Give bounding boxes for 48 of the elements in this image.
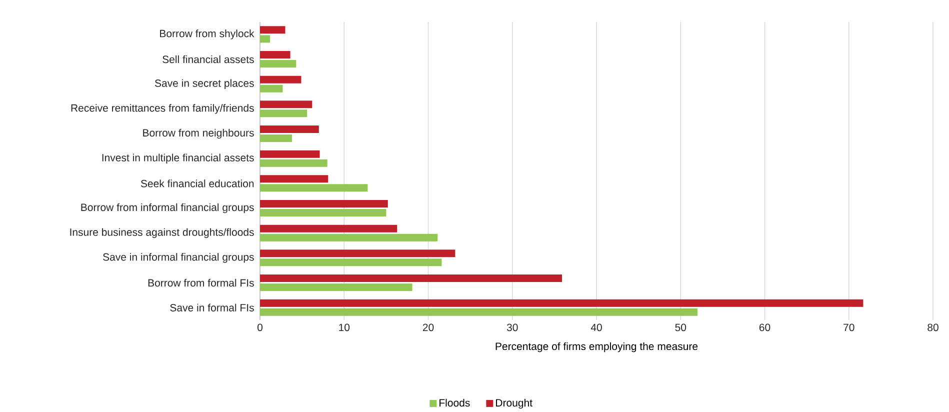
x-tick-label: 80 bbox=[928, 324, 938, 332]
y-tick-label: Sell financial assets bbox=[162, 55, 254, 64]
y-tick-label: Borrow from neighbours bbox=[143, 128, 254, 139]
legend-label: Floods bbox=[440, 398, 470, 407]
x-tick-label: 0 bbox=[257, 324, 263, 332]
bar bbox=[260, 250, 456, 258]
bar bbox=[260, 175, 328, 183]
bar bbox=[260, 35, 270, 43]
x-tick-label: 20 bbox=[422, 324, 434, 332]
x-tick-label: 50 bbox=[675, 324, 686, 332]
bar bbox=[260, 100, 312, 108]
y-tick-label: Save in secret places bbox=[154, 79, 254, 89]
x-tick-label: 60 bbox=[759, 324, 770, 332]
bar bbox=[260, 258, 442, 266]
bar bbox=[260, 274, 562, 282]
y-tick-label: Borrow from shylock bbox=[160, 30, 254, 40]
bar bbox=[260, 299, 864, 307]
y-tick-label: Save in formal FIs bbox=[170, 304, 254, 312]
bar bbox=[260, 150, 320, 158]
bar bbox=[260, 126, 319, 134]
bar bbox=[260, 200, 388, 208]
bar bbox=[260, 284, 412, 291]
bar bbox=[260, 60, 296, 68]
y-tick-label: Seek financial education bbox=[140, 180, 254, 188]
bar bbox=[260, 224, 398, 232]
x-tick-label: 70 bbox=[844, 324, 854, 332]
x-axis-title: Percentage of firms employing the measure bbox=[496, 342, 698, 352]
x-tick-label: 40 bbox=[590, 324, 602, 332]
bar bbox=[260, 76, 302, 84]
y-tick-label: Invest in multiple financial assets bbox=[102, 154, 254, 164]
x-tick-label: 30 bbox=[506, 324, 518, 332]
bar bbox=[260, 234, 438, 242]
x-tick-label: 10 bbox=[339, 324, 350, 332]
bar bbox=[260, 184, 368, 192]
y-tick-label: Borrow from formal FIs bbox=[148, 278, 254, 287]
bar bbox=[260, 51, 290, 59]
y-tick-label: Receive remittances from family/friends bbox=[71, 104, 254, 114]
bar bbox=[260, 308, 698, 316]
bar bbox=[260, 26, 286, 34]
bar bbox=[260, 110, 308, 118]
y-tick-label: Insure business against droughts/floods bbox=[70, 228, 254, 238]
bar bbox=[260, 159, 328, 167]
bar bbox=[260, 84, 283, 92]
bar bbox=[260, 209, 386, 216]
bar bbox=[260, 134, 292, 142]
y-tick-label: Save in informal financial groups bbox=[103, 253, 254, 263]
y-tick-label: Borrow from informal financial groups bbox=[81, 203, 254, 214]
legend-label: Drought bbox=[496, 398, 532, 409]
